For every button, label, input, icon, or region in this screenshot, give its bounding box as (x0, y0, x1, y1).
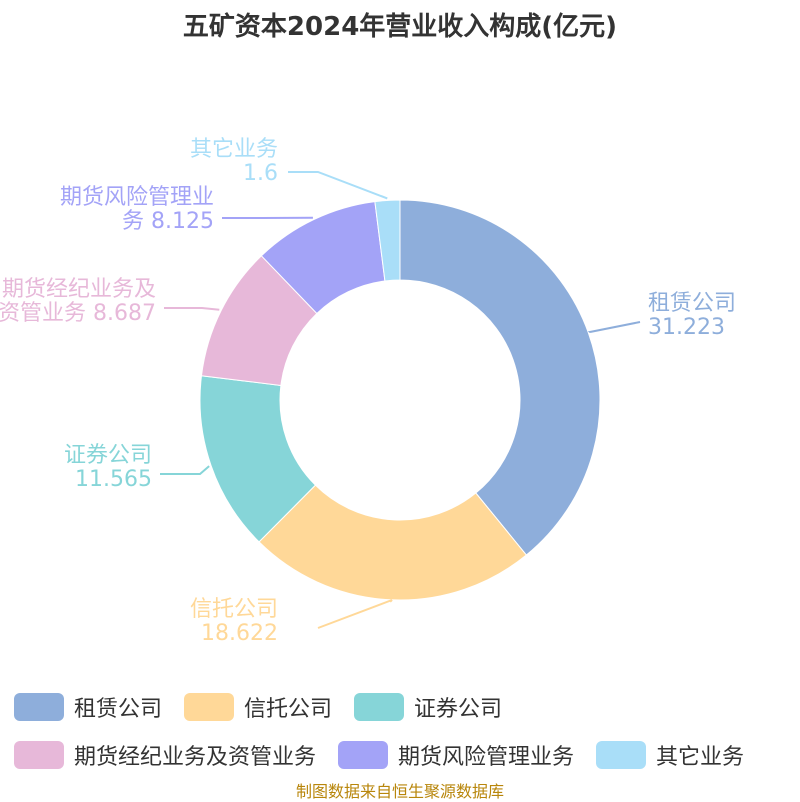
legend-swatch (14, 693, 64, 721)
slice-label-4-line-1: 期货经纪业务及 (2, 277, 156, 302)
legend-item-6[interactable]: 其它业务 (596, 739, 744, 771)
leader-line-2 (318, 600, 392, 628)
legend-label: 期货风险管理业务 (398, 739, 574, 771)
legend-item-5[interactable]: 期货风险管理业务 (338, 739, 574, 771)
legend-swatch (14, 741, 64, 769)
leader-line-4 (164, 308, 219, 310)
leader-line-3 (160, 466, 209, 474)
leader-line-6 (288, 172, 387, 198)
legend-item-2[interactable]: 信托公司 (184, 691, 332, 723)
legend-label: 期货经纪业务及资管业务 (74, 739, 316, 771)
slice-label-5-line-2: 务 8.125 (122, 209, 214, 234)
legend-swatch (184, 693, 234, 721)
legend-label: 租赁公司 (74, 691, 162, 723)
slice-label-3-line-1: 证券公司 (64, 443, 152, 468)
chart-legend: 租赁公司 信托公司 证券公司 期货经纪业务及资管业务 期货风险管理业务 其它业务 (14, 690, 800, 786)
data-source-note: 制图数据来自恒生聚源数据库 (0, 778, 800, 802)
legend-swatch (354, 693, 404, 721)
slice-label-3-line-2: 11.565 (75, 467, 152, 492)
leader-line-1 (590, 322, 640, 332)
legend-item-4[interactable]: 期货经纪业务及资管业务 (14, 739, 316, 771)
slice-label-6-line-1: 其它业务 (190, 137, 278, 162)
legend-label: 证券公司 (414, 691, 502, 723)
slice-1[interactable] (400, 200, 600, 555)
legend-label: 其它业务 (656, 739, 744, 771)
slice-label-2-line-2: 18.622 (201, 621, 278, 646)
legend-label: 信托公司 (244, 691, 332, 723)
slice-label-2-line-1: 信托公司 (190, 597, 278, 622)
slice-label-4-line-2: 资管业务 8.687 (0, 301, 156, 326)
legend-swatch (596, 741, 646, 769)
legend-item-1[interactable]: 租赁公司 (14, 691, 162, 723)
legend-swatch (338, 741, 388, 769)
legend-item-3[interactable]: 证券公司 (354, 691, 502, 723)
slice-label-1-line-1: 租赁公司 (648, 291, 736, 316)
slice-label-5-line-1: 期货风险管理业 (60, 185, 214, 210)
slice-label-6-line-2: 1.6 (243, 161, 278, 186)
slice-label-1-line-2: 31.223 (648, 315, 725, 340)
